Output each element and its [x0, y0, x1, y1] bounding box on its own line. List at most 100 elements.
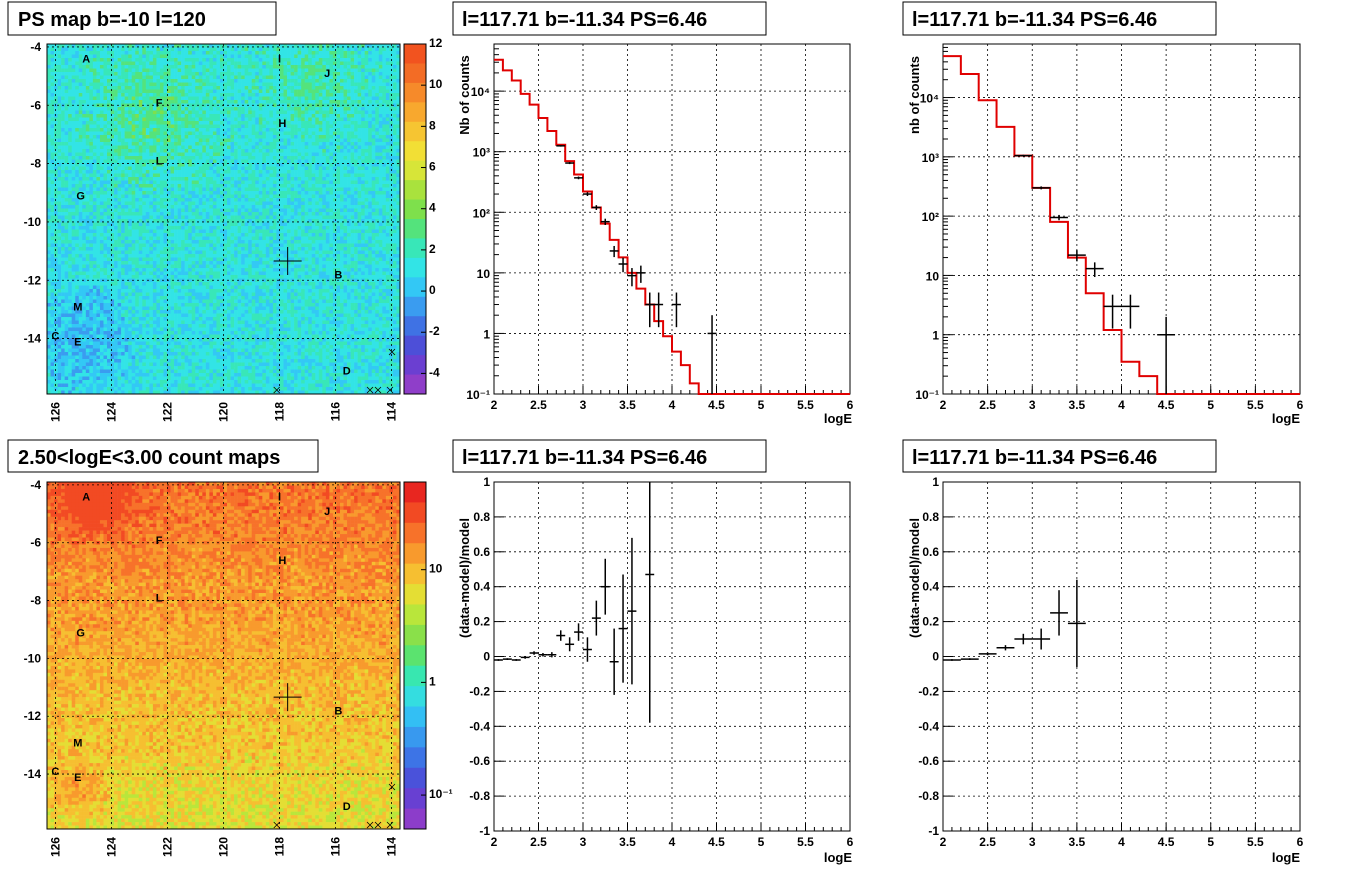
ps-map-pixel [205, 208, 210, 213]
ps-map-pixel [54, 124, 58, 129]
ps-map-pixel [114, 194, 118, 199]
ps-map-pixel [177, 289, 182, 293]
ps-map-pixel [184, 166, 189, 171]
ps-map-pixel [71, 138, 76, 143]
ps-map-pixel [128, 376, 133, 381]
ps-map-pixel [54, 149, 58, 153]
ps-map-pixel [205, 47, 210, 52]
ps-map-pixel [209, 222, 214, 227]
ps-map-pixel [188, 215, 193, 220]
ps-map-pixel [142, 131, 147, 136]
ps-map-pixel [121, 163, 125, 167]
ps-map-pixel [50, 110, 55, 115]
ps-map-pixel [131, 166, 136, 171]
ps-map-pixel [82, 100, 87, 104]
ps-map-pixel [205, 222, 210, 227]
ps-map-pixel [82, 201, 87, 206]
ps-map-pixel [184, 93, 189, 97]
ps-map-pixel [75, 362, 80, 367]
ps-map-pixel [152, 380, 157, 384]
ps-map-pixel [47, 229, 51, 234]
ps-map-pixel [57, 145, 62, 150]
ps-map-pixel [78, 369, 83, 374]
ps-map-pixel [191, 355, 196, 360]
ps-map-pixel [54, 362, 58, 367]
ps-map-pixel [61, 390, 65, 395]
ps-map-pixel [212, 159, 217, 164]
ps-map-pixel [78, 135, 83, 139]
ps-map-pixel [135, 320, 140, 325]
ps-map-pixel [219, 184, 224, 188]
ps-map-pixel [163, 348, 168, 353]
ps-map-pixel [96, 390, 101, 395]
ps-map-pixel [149, 82, 154, 87]
ps-map-pixel [167, 191, 171, 195]
ps-map-pixel [47, 170, 51, 174]
ps-map-pixel [96, 93, 101, 97]
ps-map-pixel [212, 320, 217, 325]
ps-map-pixel [82, 275, 87, 279]
ps-map-pixel [142, 215, 147, 220]
ps-map-pixel [205, 54, 210, 59]
ps-map-pixel [156, 135, 161, 139]
ps-map-pixel [50, 166, 55, 171]
ps-map-pixel [71, 201, 76, 206]
ps-map-pixel [177, 212, 182, 216]
ps-map-pixel [85, 82, 90, 87]
ps-map-pixel [107, 79, 111, 83]
ps-map-pixel [184, 131, 189, 136]
ps-map-pixel [103, 201, 108, 206]
ps-map-pixel [167, 380, 171, 384]
ps-map-pixel [138, 359, 143, 363]
ps-map-pixel [64, 331, 69, 335]
ps-map-pixel [152, 222, 157, 227]
ps-map-pixel [205, 247, 210, 251]
ps-map-pixel [64, 387, 69, 391]
ps-map-pixel [188, 131, 193, 136]
ps-map-pixel [195, 317, 200, 321]
ps-map-pixel [131, 121, 136, 125]
ps-map-pixel [75, 135, 80, 139]
ps-map-pixel [209, 369, 214, 374]
ps-map-pixel [177, 264, 182, 269]
ps-map-pixel [149, 250, 154, 255]
ps-map-pixel [195, 96, 200, 101]
ps-map-pixel [191, 198, 196, 202]
ps-map-pixel [163, 387, 168, 391]
ps-map-pixel [198, 180, 203, 185]
ps-map-pixel [152, 296, 157, 300]
ps-map-pixel [85, 222, 90, 227]
ps-map-pixel [114, 271, 118, 276]
ps-map-pixel [82, 163, 87, 167]
ps-map-pixel [188, 212, 193, 216]
ps-map-pixel [89, 170, 94, 174]
ps-map-pixel [128, 334, 133, 339]
ps-map-pixel [121, 359, 125, 363]
ps-map-pixel [85, 296, 90, 300]
ps-map-pixel [89, 240, 94, 244]
ps-map-pixel [188, 289, 193, 293]
ps-map-pixel [121, 383, 125, 388]
ps-map-pixel [145, 89, 150, 94]
ps-map-pixel [188, 86, 193, 90]
ps-map-pixel [184, 278, 189, 283]
ps-map-pixel [195, 236, 200, 241]
ps-map-pixel [54, 47, 58, 52]
ps-map-pixel [145, 313, 150, 318]
ps-map-pixel [184, 58, 189, 62]
ps-map-pixel [170, 198, 175, 202]
ps-map-pixel [75, 341, 80, 346]
ps-map-pixel [71, 145, 76, 150]
ps-map-pixel [47, 89, 51, 94]
ps-map-pixel [96, 289, 101, 293]
ps-map-pixel [205, 275, 210, 279]
ps-map-pixel [149, 212, 154, 216]
ps-map-pixel [68, 187, 73, 192]
ps-map-pixel [54, 306, 58, 311]
ps-map-pixel [89, 194, 94, 199]
ps-map-pixel [209, 75, 214, 80]
ps-map-pixel [121, 47, 125, 52]
ps-map-pixel [145, 373, 150, 377]
ps-map-pixel [191, 205, 196, 209]
ps-map-pixel [149, 138, 154, 143]
